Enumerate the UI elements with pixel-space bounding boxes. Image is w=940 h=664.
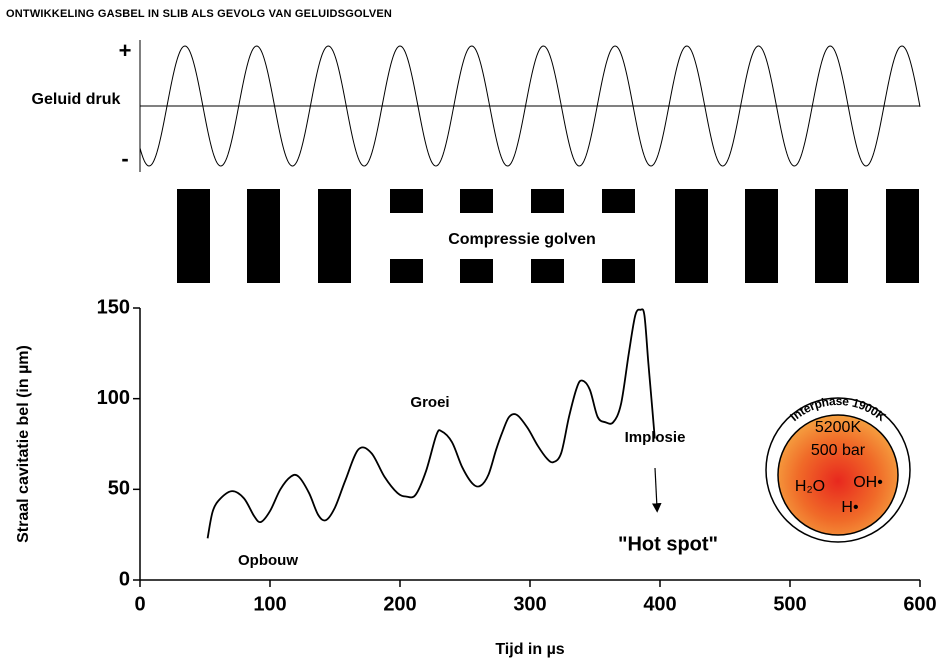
compression-bar xyxy=(460,259,493,283)
compression-bar xyxy=(531,259,564,283)
annotation: Implosie xyxy=(625,429,686,446)
chart-title: ONTWIKKELING GASBEL IN SLIB ALS GEVOLG V… xyxy=(6,8,392,20)
compression-bar xyxy=(531,189,564,213)
x-tick-label: 500 xyxy=(773,593,806,615)
x-tick-label: 600 xyxy=(903,593,936,615)
compression-bars xyxy=(177,189,919,283)
x-tick-label: 100 xyxy=(253,593,286,615)
compression-bar xyxy=(602,259,635,283)
compression-bar xyxy=(460,189,493,213)
annotation: Opbouw xyxy=(238,552,298,569)
core-label: OH• xyxy=(853,474,883,491)
sound-wave xyxy=(139,40,921,172)
compression-bar xyxy=(247,189,280,283)
y-tick-label: 150 xyxy=(97,296,130,318)
core-label: H• xyxy=(841,499,858,516)
x-tick-label: 200 xyxy=(383,593,416,615)
y-tick-label: 100 xyxy=(97,387,130,409)
sound-wave-line xyxy=(139,45,921,167)
y-tick-label: 0 xyxy=(119,568,130,590)
y-tick-label: 50 xyxy=(108,478,130,500)
annotation: Groei xyxy=(410,394,449,411)
compression-bar xyxy=(886,189,919,283)
arrow xyxy=(651,467,662,513)
core-label: H₂O xyxy=(795,478,825,495)
compression-bar xyxy=(675,189,708,283)
x-tick-label: 300 xyxy=(513,593,546,615)
minus-label: - xyxy=(121,146,128,171)
core-label: 500 bar xyxy=(811,442,866,459)
radius-line xyxy=(206,308,656,539)
annotation: "Hot spot" xyxy=(618,533,718,555)
compression-bar xyxy=(318,189,351,283)
x-tick-label: 0 xyxy=(134,593,145,615)
hot-spot-core xyxy=(777,414,899,536)
y-axis-label: Straal cavitatie bel (in µm) xyxy=(15,345,32,543)
compression-label: Compressie golven xyxy=(448,231,596,248)
compression-bar xyxy=(815,189,848,283)
plus-label: + xyxy=(119,38,132,63)
core-label: 5200K xyxy=(815,419,862,436)
compression-bar xyxy=(602,189,635,213)
compression-bar xyxy=(745,189,778,283)
compression-bar xyxy=(177,189,210,283)
compression-bar xyxy=(390,259,423,283)
x-tick-label: 400 xyxy=(643,593,676,615)
x-axis-label: Tijd in µs xyxy=(495,641,564,658)
compression-bar xyxy=(390,189,423,213)
pressure-label: Geluid druk xyxy=(32,91,121,108)
